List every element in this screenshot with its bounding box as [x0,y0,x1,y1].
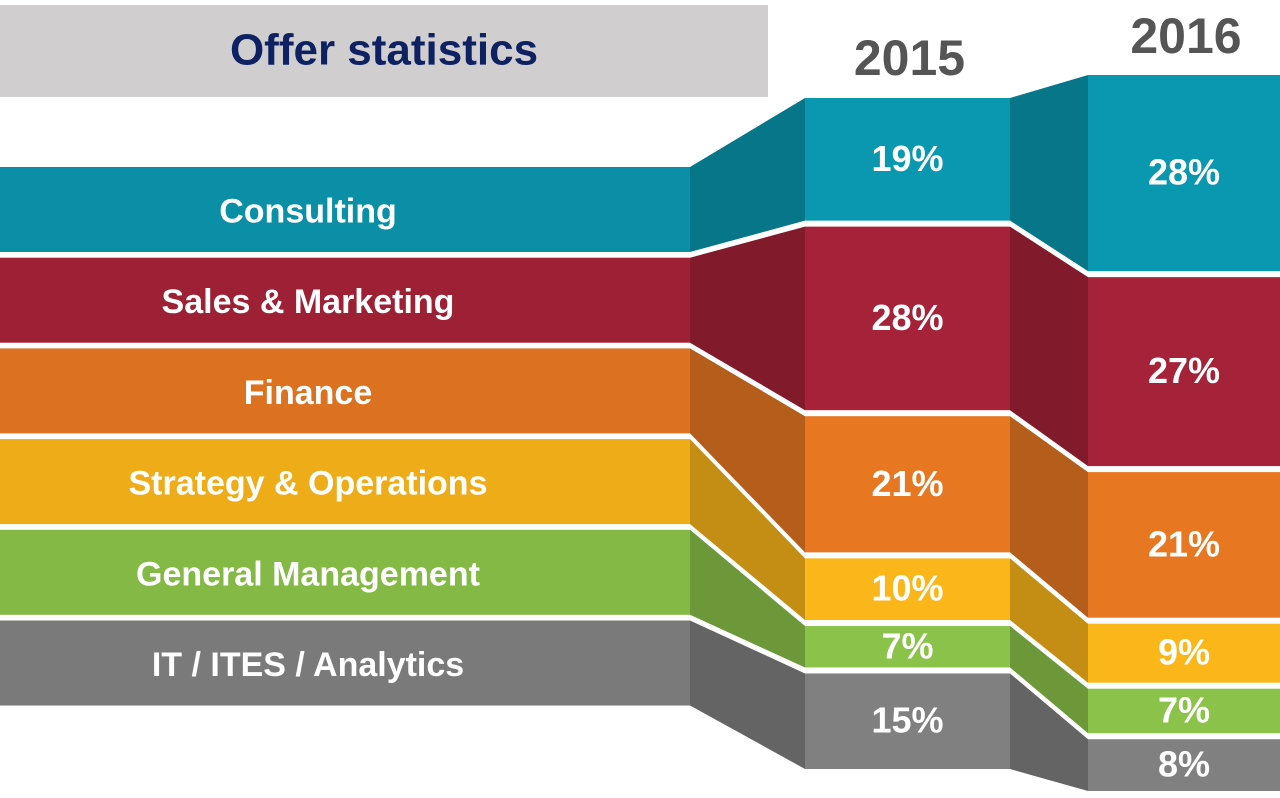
value-label: 7% [1158,689,1210,730]
connector [690,348,805,553]
chart-title: Offer statistics [230,26,538,75]
segment [1088,472,1280,618]
legend-label: Strategy & Operations [129,465,488,503]
legend-band [0,439,690,525]
value-label: 28% [1148,152,1220,193]
segment [805,416,1010,553]
segment [805,558,1010,621]
value-label: 19% [871,138,943,179]
value-label: 21% [871,463,943,504]
value-label: 8% [1158,744,1210,785]
connector [1010,626,1088,734]
segment [805,626,1010,668]
segment [1088,75,1280,272]
segment [805,673,1010,769]
connector [690,226,805,411]
value-label: 10% [871,568,943,609]
connector [1010,416,1088,618]
segment [805,98,1010,221]
legend-band [0,529,690,615]
legend-band [0,348,690,434]
segment [1088,688,1280,734]
connector [690,620,805,769]
legend-label: Consulting [219,192,397,230]
legend-band [0,620,690,706]
segment [1088,277,1280,467]
legend-label: Sales & Marketing [162,283,455,321]
value-label: 27% [1148,350,1220,391]
connector [690,98,805,252]
connector [1010,226,1088,467]
year-label: 2016 [1130,8,1241,64]
legend-band [0,167,690,252]
connector [1010,75,1088,272]
year-label: 2015 [854,30,965,86]
legend-label: General Management [136,555,480,593]
value-label: 28% [871,297,943,338]
title-box [0,5,768,97]
segment [1088,739,1280,791]
value-label: 21% [1148,523,1220,564]
connector [690,529,805,668]
value-label: 15% [871,700,943,741]
legend-band [0,257,690,343]
value-label: 7% [881,625,933,666]
connector [1010,673,1088,791]
legend-label: IT / ITES / Analytics [152,646,464,684]
segment [1088,623,1280,683]
connector [1010,558,1088,683]
connector [690,439,805,621]
segment [805,226,1010,411]
legend-label: Finance [244,374,372,412]
value-label: 9% [1158,632,1210,673]
